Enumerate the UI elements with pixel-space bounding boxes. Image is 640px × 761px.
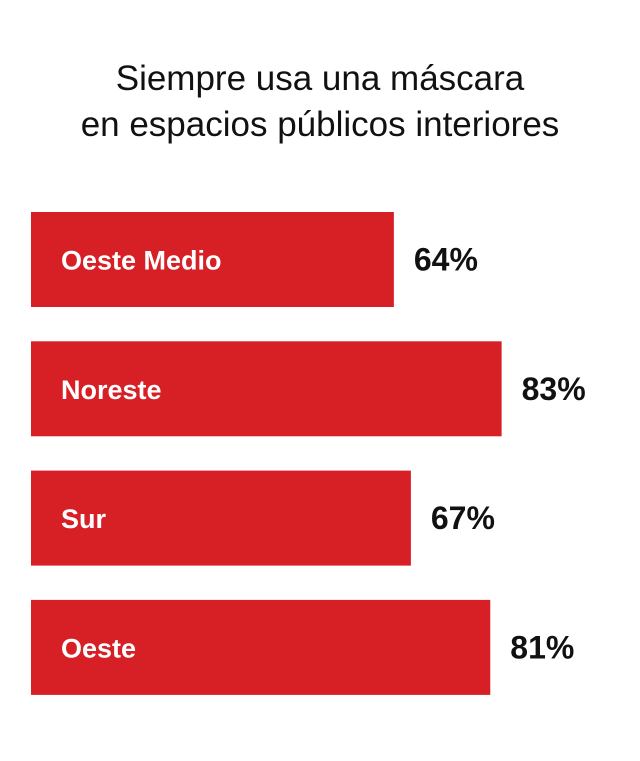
bar-noreste — [31, 341, 502, 437]
value-label: 83% — [522, 371, 586, 407]
bar-oeste — [31, 599, 491, 695]
category-label: Oeste Medio — [61, 246, 222, 276]
chart-title-line-1: Siempre usa una máscara — [115, 59, 525, 98]
value-label: 64% — [414, 242, 478, 278]
value-label: 81% — [510, 629, 574, 665]
chart-title: Siempre usa una máscara en espacios públ… — [0, 56, 640, 148]
value-label: 67% — [431, 500, 495, 536]
category-label: Noreste — [61, 375, 162, 405]
category-label: Sur — [61, 504, 107, 534]
category-label: Oeste — [61, 633, 136, 663]
chart-title-line-2: en espacios públicos interiores — [80, 105, 560, 144]
bar-oeste-medio — [31, 212, 394, 307]
bar-sur — [31, 470, 411, 566]
